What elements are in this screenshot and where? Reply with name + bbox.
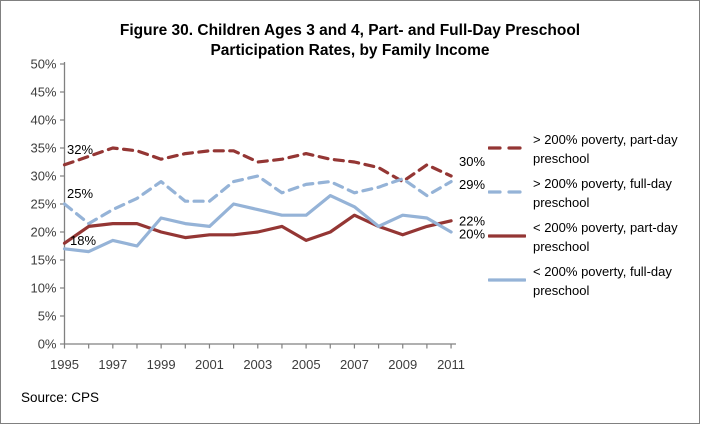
series-line-0	[62, 146, 453, 184]
data-label-start-0: 32%	[67, 142, 93, 157]
x-axis-tick-label: 2009	[388, 357, 417, 372]
legend-item-0: > 200% poverty, part-day preschool	[487, 131, 693, 168]
legend-label: > 200% poverty, full-day preschool	[533, 176, 672, 210]
y-axis-tick-label: 40%	[30, 113, 56, 128]
legend-label: < 200% poverty, full-day preschool	[533, 264, 672, 298]
legend-item-1: > 200% poverty, full-day preschool	[487, 175, 693, 212]
legend-item-3: < 200% poverty, full-day preschool	[487, 263, 693, 300]
legend-label: > 200% poverty, part-day preschool	[533, 132, 678, 166]
chart-title: Figure 30. Children Ages 3 and 4, Part- …	[1, 21, 699, 61]
y-axis-tick-label: 30%	[30, 169, 56, 184]
y-axis-tick-label: 20%	[30, 225, 56, 240]
data-label-end-1: 29%	[459, 177, 485, 192]
data-label-start-1: 25%	[67, 186, 93, 201]
y-axis-tick-label: 35%	[30, 141, 56, 156]
legend-swatch-dashed-line-icon	[487, 182, 527, 200]
legend-swatch-solid-line-icon	[487, 270, 527, 288]
series-line-3	[62, 194, 453, 254]
legend-swatch-dashed-line-icon	[487, 138, 527, 156]
x-axis-tick-label: 1999	[147, 357, 176, 372]
y-axis-tick-label: 15%	[30, 253, 56, 268]
data-label-start-2: 18%	[70, 233, 96, 248]
data-label-end-0: 30%	[459, 154, 485, 169]
chart-title-line2: Participation Rates, by Family Income	[210, 42, 490, 59]
source-note: Source: CPS	[21, 390, 100, 405]
legend: > 200% poverty, part-day preschool > 200%…	[487, 131, 693, 307]
x-axis-tick-label: 1995	[50, 357, 79, 372]
y-axis-tick-label: 45%	[30, 85, 56, 100]
y-axis-tick-label: 5%	[38, 309, 57, 324]
x-axis-tick-label: 2005	[292, 357, 321, 372]
chart-title-line1: Figure 30. Children Ages 3 and 4, Part- …	[119, 22, 581, 39]
series-line-2	[62, 213, 453, 245]
series-line-1	[62, 174, 453, 226]
data-label-end-3: 20%	[459, 227, 485, 242]
legend-swatch-solid-line-icon	[487, 226, 527, 244]
legend-item-2: < 200% poverty, part-day preschool	[487, 219, 693, 256]
x-axis-tick-label: 1997	[98, 357, 127, 372]
x-axis-tick-label: 2011	[437, 357, 465, 372]
x-axis-tick-label: 2007	[340, 357, 369, 372]
y-axis-tick-label: 25%	[30, 197, 56, 212]
y-axis-tick-label: 50%	[30, 57, 56, 72]
y-axis-tick-label: 0%	[38, 337, 57, 352]
legend-label: < 200% poverty, part-day preschool	[533, 220, 678, 254]
x-axis-tick-label: 2001	[195, 357, 224, 372]
x-axis-tick-label: 2003	[243, 357, 272, 372]
y-axis-tick-label: 10%	[30, 281, 56, 296]
data-label-end-2: 22%	[459, 214, 485, 229]
